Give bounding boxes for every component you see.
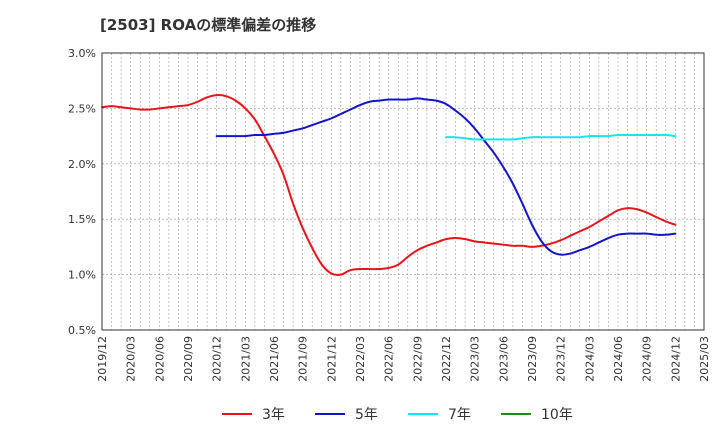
x-tick-label: 2022/06 [383,336,396,382]
x-tick-label: 2022/03 [354,336,367,382]
legend-label: 5年 [355,407,378,423]
y-tick-label: 1.5% [68,213,96,226]
x-tick-label: 2023/09 [526,336,539,382]
x-tick-label: 2023/03 [469,336,482,382]
series-line-2 [215,97,677,256]
axis-layer: 2019/12 2020/03 2020/06 2020/09 2020/12 2021/… [68,47,711,382]
series-line-1 [101,94,677,276]
legend-label: 7年 [448,407,471,423]
x-tick-label: 2020/03 [125,336,138,382]
x-tick-label: 2024/06 [612,336,625,382]
x-tick-label: 2023/12 [555,336,568,382]
y-tick-label: 0.5% [68,324,96,337]
x-tick-label: 2020/09 [182,336,195,382]
x-tick-label: 2021/09 [297,336,310,382]
x-tick-label: 2025/03 [698,336,711,382]
chart-title: [2503] ROAの標準偏差の推移 [100,16,317,34]
x-tick-label: 2020/12 [211,336,224,382]
y-tick-label: 3.0% [68,47,96,60]
legend: 3年 5年 7年 10年 [222,407,573,423]
x-tick-label: 2024/09 [641,336,654,382]
y-tick-label: 1.0% [68,269,96,282]
x-tick-label: 2023/06 [497,336,510,382]
legend-label: 3年 [262,407,285,423]
series-line-3 [445,133,677,141]
x-tick-label: 2022/09 [411,336,424,382]
x-tick-label: 2021/03 [239,336,252,382]
x-tick-label: 2024/03 [583,336,596,382]
grid-layer [102,53,704,330]
x-tick-label: 2020/06 [153,336,166,382]
plot-frame [101,52,705,331]
x-tick-label: 2021/12 [325,336,338,382]
series-layer [101,94,677,276]
x-tick-label: 2022/12 [440,336,453,382]
x-tick-label: 2021/06 [268,336,281,382]
y-tick-label: 2.0% [68,158,96,171]
legend-label: 10年 [541,407,573,423]
x-tick-label: 2019/12 [96,336,109,382]
x-tick-label: 2024/12 [669,336,682,382]
y-tick-label: 2.5% [68,102,96,115]
